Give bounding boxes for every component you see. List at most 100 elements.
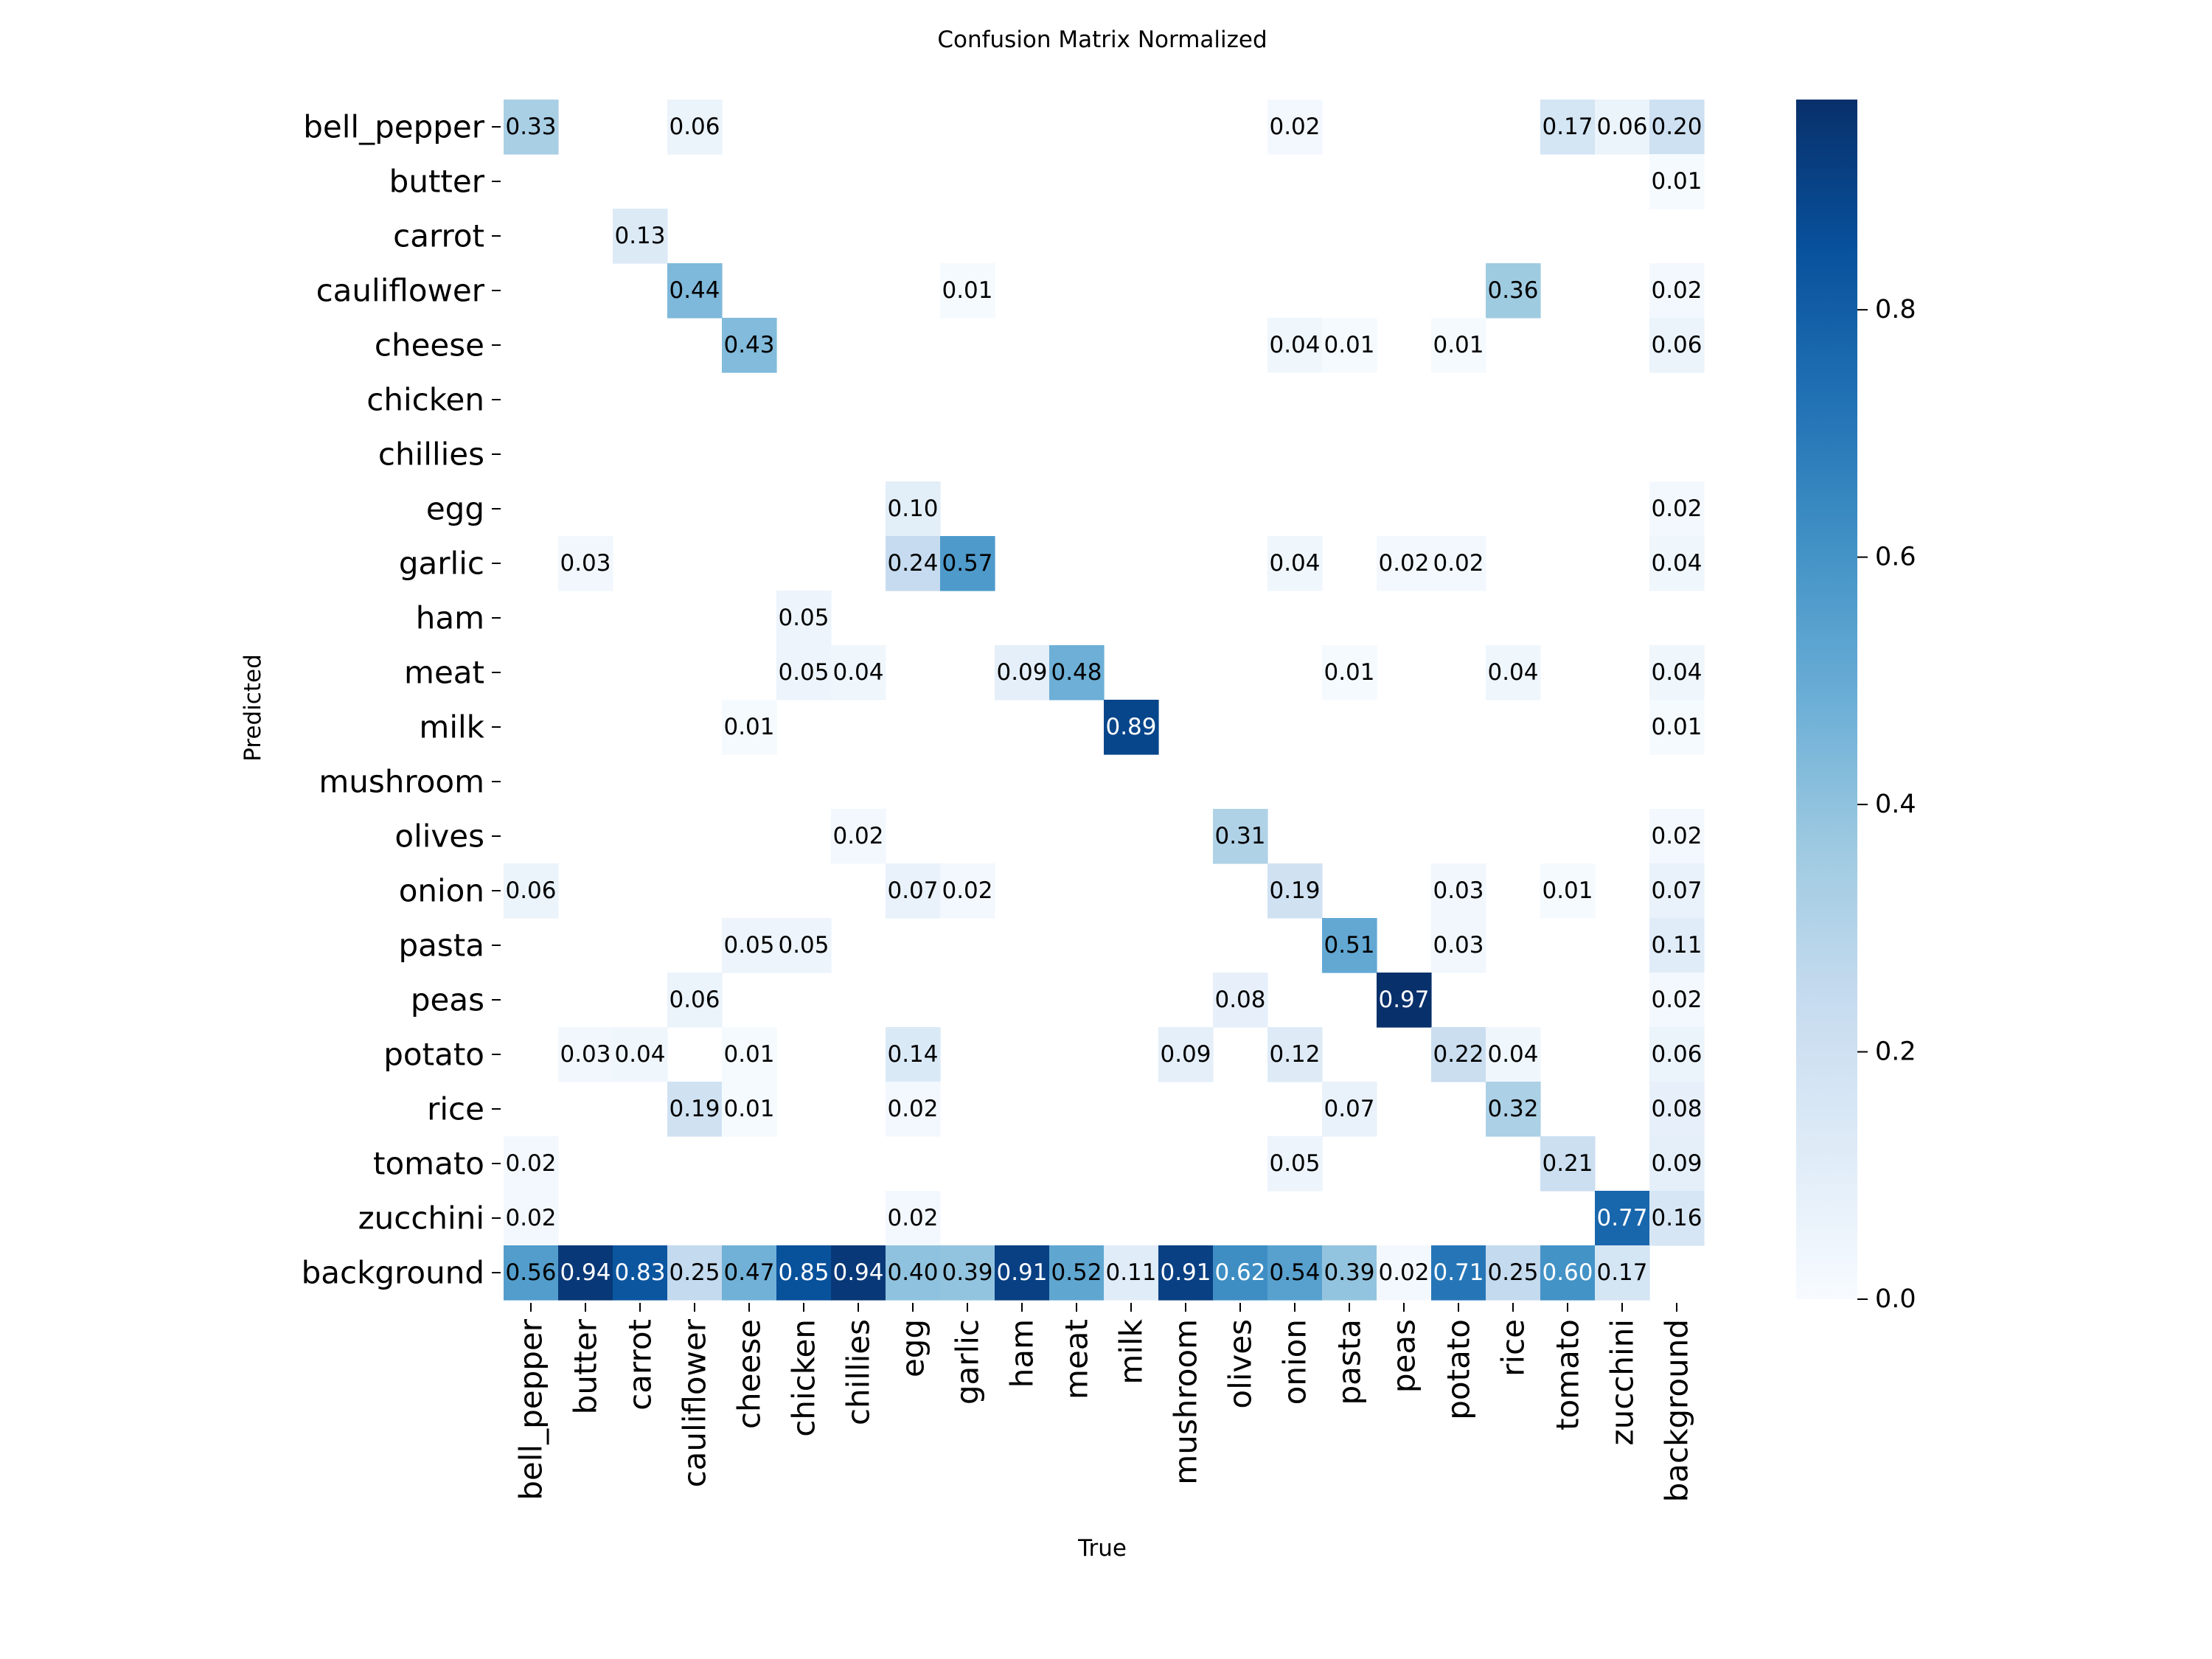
- cell-value-label: 0.60: [1542, 1259, 1593, 1286]
- cell-value-label: 0.20: [1651, 114, 1702, 140]
- cell-value-label: 0.05: [778, 605, 829, 631]
- heatmap-cell: [504, 1245, 559, 1301]
- heatmap-cell: [1486, 1245, 1541, 1301]
- cell-value-label: 0.83: [614, 1259, 665, 1286]
- x-tick-label: garlic: [950, 1319, 986, 1405]
- heatmap-cell: [1049, 645, 1105, 700]
- heatmap-cell: [831, 809, 886, 864]
- y-tick-label: background: [302, 1255, 484, 1291]
- x-tick-label: potato: [1441, 1319, 1477, 1420]
- heatmap-cell: [504, 863, 559, 919]
- heatmap-cell: [1377, 1245, 1432, 1301]
- cell-value-label: 0.05: [723, 932, 774, 959]
- heatmap-cell: [667, 1245, 723, 1301]
- x-tick-label: rice: [1495, 1319, 1531, 1377]
- heatmap-cell: [667, 263, 723, 319]
- x-tick-label: meat: [1059, 1319, 1095, 1399]
- y-tick-label: egg: [426, 491, 484, 527]
- cell-value-label: 0.04: [832, 659, 883, 686]
- cell-value-label: 0.12: [1269, 1041, 1320, 1068]
- x-tick-label: cauliflower: [677, 1318, 713, 1487]
- cell-value-label: 0.02: [887, 1096, 938, 1122]
- heatmap-cell: [722, 1027, 777, 1082]
- cell-value-label: 0.14: [887, 1041, 938, 1068]
- heatmap-cell: [558, 1027, 613, 1082]
- cell-value-label: 0.91: [1160, 1259, 1211, 1286]
- x-tick-label: carrot: [622, 1319, 658, 1411]
- x-tick-label: peas: [1386, 1319, 1422, 1393]
- cell-value-label: 0.17: [1596, 1259, 1647, 1286]
- heatmap-cell: [558, 536, 613, 591]
- cell-value-label: 0.91: [996, 1259, 1047, 1286]
- cell-value-label: 0.02: [505, 1150, 556, 1177]
- heatmap-cell: [886, 1245, 941, 1301]
- heatmap-cell: [1431, 1245, 1486, 1301]
- heatmap-cell: [1213, 973, 1268, 1028]
- cell-value-label: 0.01: [942, 277, 992, 304]
- heatmap-cell: [667, 973, 723, 1028]
- heatmap-cell: [722, 1245, 777, 1301]
- cell-value-label: 0.36: [1487, 277, 1538, 304]
- cell-value-label: 0.02: [505, 1205, 556, 1231]
- heatmap-cell: [1649, 645, 1705, 700]
- heatmap-cell: [940, 536, 995, 591]
- heatmap-cell: [613, 209, 668, 264]
- x-tick-label: tomato: [1550, 1319, 1586, 1430]
- y-tick-label: onion: [399, 873, 484, 909]
- heatmap-cell: [776, 1245, 832, 1301]
- heatmap-cell: [1431, 536, 1486, 591]
- heatmap-cell: [613, 1245, 668, 1301]
- heatmap-cell: [1267, 1136, 1323, 1192]
- colorbar-gradient: [1796, 100, 1857, 1299]
- heatmap-cell: [1649, 700, 1705, 755]
- cell-value-label: 0.04: [1269, 332, 1320, 358]
- colorbar-tick-label: 0.8: [1875, 295, 1916, 324]
- cell-value-label: 0.01: [1324, 332, 1374, 358]
- x-tick-label: mushroom: [1168, 1319, 1204, 1485]
- cell-value-label: 0.71: [1433, 1259, 1484, 1286]
- cell-value-label: 0.19: [1269, 877, 1320, 904]
- heatmap-cell: [1158, 1027, 1214, 1082]
- heatmap-cell: [940, 863, 995, 919]
- cell-value-label: 0.01: [1433, 332, 1484, 358]
- heatmap-cell: [1322, 318, 1377, 373]
- heatmap-cell: [1267, 1245, 1323, 1301]
- colorbar: 0.0 0.2 0.4 0.6 0.8: [1796, 100, 1916, 1314]
- y-tick-label: peas: [411, 982, 484, 1018]
- cell-value-label: 0.94: [560, 1259, 611, 1286]
- heatmap-cell: [776, 645, 832, 700]
- y-tick-label: butter: [389, 164, 485, 200]
- cell-value-label: 0.40: [887, 1259, 938, 1286]
- cell-value-label: 0.09: [1651, 1150, 1702, 1177]
- cell-value-label: 0.77: [1596, 1205, 1647, 1231]
- y-tick-label: garlic: [399, 546, 484, 582]
- heatmap-cell: [722, 318, 777, 373]
- heatmap-cell: [1377, 973, 1432, 1028]
- cell-value-label: 0.04: [1487, 659, 1538, 686]
- cell-value-label: 0.62: [1214, 1259, 1265, 1286]
- cell-value-label: 0.48: [1051, 659, 1102, 686]
- heatmap-cell: [1431, 1027, 1486, 1082]
- heatmap-cell: [831, 1245, 886, 1301]
- heatmap-cell: [1213, 809, 1268, 864]
- heatmap-cell: [1649, 100, 1705, 155]
- cell-value-label: 0.02: [1651, 277, 1702, 304]
- heatmap-cell: [1104, 700, 1159, 755]
- heatmap-cell: [504, 1136, 559, 1192]
- heatmap-cell: [667, 100, 723, 155]
- heatmap-cell: [1267, 1027, 1323, 1082]
- cell-value-label: 0.01: [1542, 877, 1593, 904]
- heatmap-cell: [1649, 1082, 1705, 1137]
- cell-value-label: 0.17: [1542, 114, 1593, 140]
- cell-value-label: 0.05: [1269, 1150, 1320, 1177]
- colorbar-tick-label: 0.0: [1875, 1284, 1916, 1314]
- cell-value-label: 0.10: [887, 495, 938, 522]
- cell-value-label: 0.06: [1596, 114, 1647, 140]
- heatmap-cell: [1540, 1136, 1596, 1192]
- heatmap-cell: [1540, 1245, 1596, 1301]
- heatmap-cell: [1267, 318, 1323, 373]
- cell-value-label: 0.57: [942, 550, 992, 577]
- cell-value-label: 0.32: [1487, 1096, 1538, 1122]
- x-tick-label: onion: [1277, 1319, 1313, 1405]
